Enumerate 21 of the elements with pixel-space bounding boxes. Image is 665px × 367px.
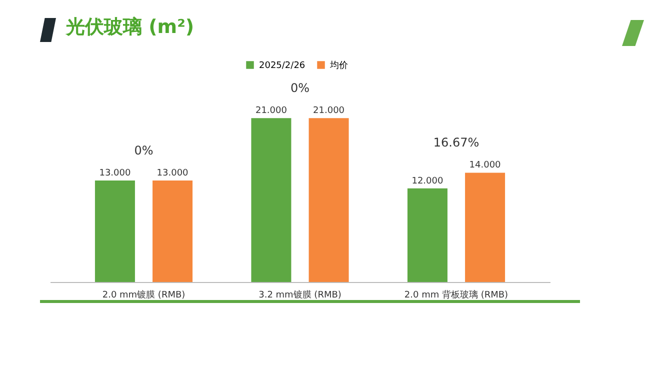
annotation: 16.67% <box>433 136 480 150</box>
bar <box>407 188 448 282</box>
legend-label: 2025/2/26 <box>259 61 306 71</box>
data-label: 21.000 <box>255 106 288 116</box>
text: 0% <box>290 81 310 96</box>
data-label: 13.000 <box>156 168 189 179</box>
x-tick-label: 3.2 mm镀膜 (RMB) <box>258 290 342 300</box>
bar <box>94 180 135 282</box>
x-tick-label: 2.0 mm镀膜 (RMB) <box>102 290 186 300</box>
bar <box>308 118 349 282</box>
annotation: 0% <box>134 144 154 158</box>
chart-title: 光伏玻璃 (m²) <box>66 15 194 40</box>
data-label: 14.000 <box>469 160 502 171</box>
bar <box>251 118 292 282</box>
x-tick-label: 2.0 mm 背板玻璃 (RMB) <box>404 290 508 300</box>
bar <box>465 172 506 282</box>
bar <box>152 180 193 282</box>
data-label: 12.000 <box>412 176 444 186</box>
data-label: 21.000 <box>313 106 345 116</box>
data-label: 13.000 <box>99 168 131 179</box>
legend-label: 均价 <box>329 60 348 71</box>
